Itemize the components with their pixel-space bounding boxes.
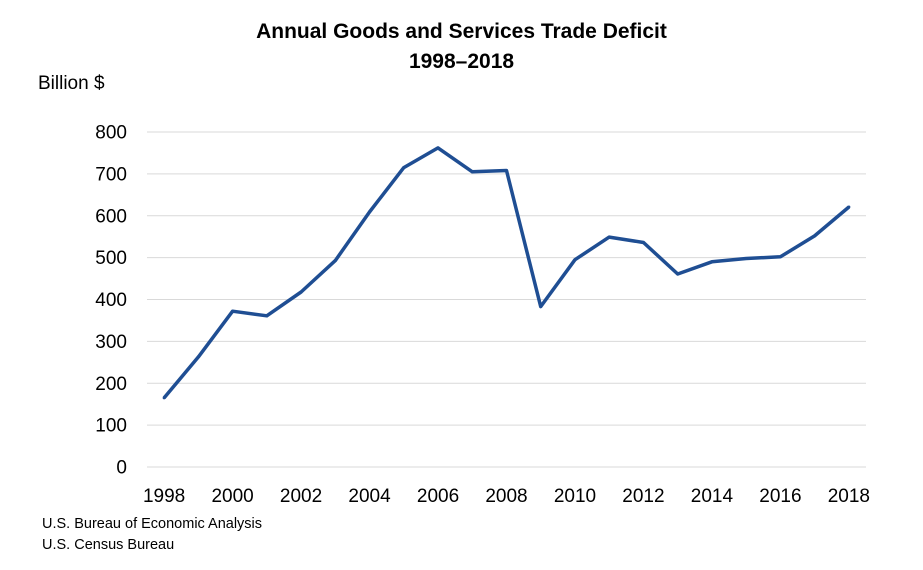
y-tick-label: 400 [95,290,127,311]
y-tick-label: 200 [95,374,127,395]
x-tick-label: 2002 [280,486,322,507]
series-line-0 [162,146,851,400]
y-tick-label: 300 [95,332,127,353]
data-point [778,255,782,259]
data-point [470,170,474,174]
x-tick-label: 2006 [417,486,459,507]
source-line-1: U.S. Bureau of Economic Analysis [42,516,263,532]
data-point [505,169,508,173]
chart-subtitle: 1998–2018 [408,50,515,73]
data-point [368,210,372,214]
x-tick-label: 2000 [211,486,253,507]
x-tick-label: 2004 [348,486,391,507]
data-point [402,166,406,170]
data-point [607,235,611,239]
data-point [573,258,577,262]
data-point [676,272,680,276]
y-tick-label: 100 [95,416,127,437]
data-point [744,256,748,260]
data-point [436,146,440,150]
x-tick-label: 2018 [828,486,870,507]
data-point [333,259,337,263]
data-point [641,241,645,245]
y-tick-label: 500 [95,248,127,269]
series-group [162,146,851,400]
x-tick-label: 2016 [759,486,801,507]
data-point [265,314,269,318]
chart-title: Annual Goods and Services Trade Deficit [256,20,667,43]
y-tick-label: 800 [95,123,127,144]
x-tick-label: 2010 [554,486,596,507]
x-tick-labels: 1998 2000 2002 2004 2006 2008 2010 2012 2014 2016… [143,486,870,507]
data-point [162,396,166,400]
y-tick-labels: 0 100 200 300 400 500 600 700 800 [95,123,127,479]
data-point [813,234,817,238]
y-tick-label: 600 [95,206,127,227]
data-point [847,205,851,209]
data-point [196,355,200,359]
x-tick-label: 2014 [691,486,734,507]
data-point [539,305,543,309]
data-point [710,260,714,264]
source-line-2: U.S. Census Bureau [42,537,175,553]
data-point [299,290,303,294]
y-tick-label: 700 [95,164,127,185]
y-axis-label: Billion $ [38,73,105,94]
data-point [231,309,235,313]
y-tick-label: 0 [116,458,127,479]
x-tick-label: 1998 [143,486,185,507]
x-tick-label: 2012 [622,486,664,507]
gridlines [147,131,866,468]
x-tick-label: 2008 [485,486,527,507]
